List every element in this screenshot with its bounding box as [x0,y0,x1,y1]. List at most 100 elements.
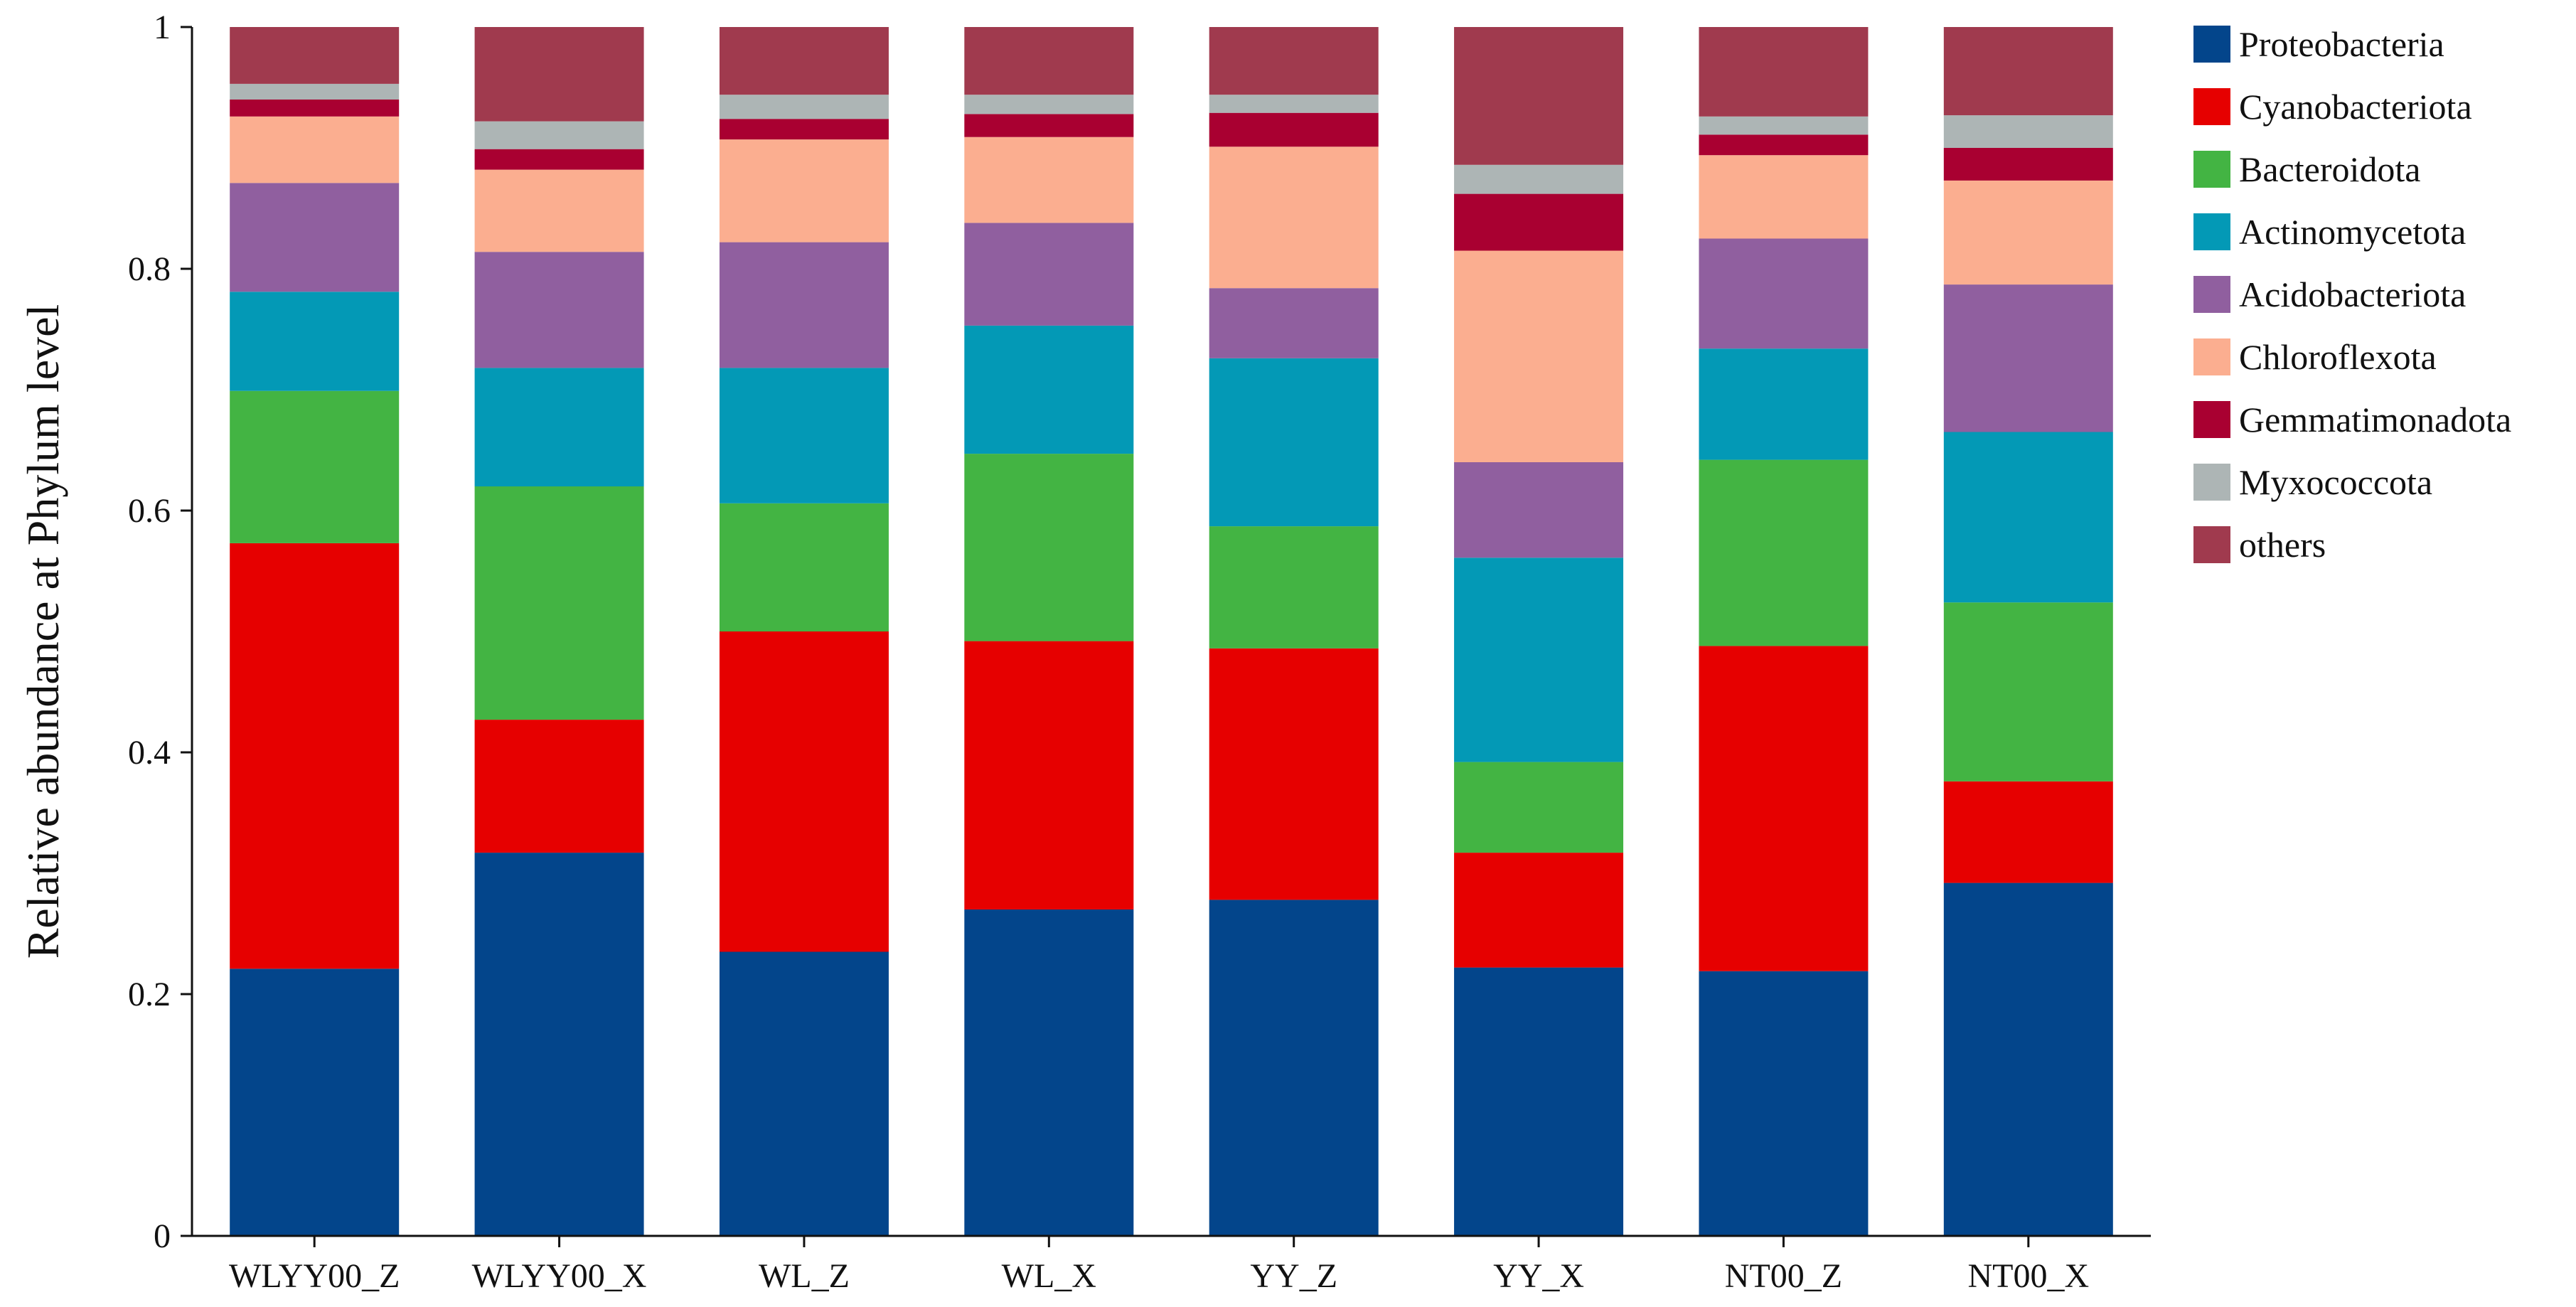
legend-item-4: Acidobacteriota [2193,274,2466,314]
legend-item-7: Myxococcota [2193,462,2432,502]
x-tick-label-1: WLYY00_X [472,1257,647,1295]
bar-segment-5-5 [1454,250,1624,462]
bar-segment-6-5 [1699,155,1869,239]
legend-label-0: Proteobacteria [2239,24,2444,64]
bar-segment-2-4 [719,242,889,368]
bar-segment-3-5 [964,137,1134,223]
bar-segment-3-3 [964,325,1134,454]
bar-segment-3-2 [964,454,1134,641]
bar-segment-0-0 [230,969,400,1236]
bar-segment-4-7 [1209,95,1379,113]
bar-segment-6-6 [1699,134,1869,156]
y-tick-label-0: 0 [154,1217,171,1255]
bar-stack-5 [1454,27,1624,1236]
bar-stack-0 [230,27,400,1236]
x-tick-label-3: WL_X [1002,1257,1096,1295]
legend-item-1: Cyanobacteriota [2193,87,2472,127]
bar-stack-2 [719,27,889,1236]
bar-segment-3-8 [964,27,1134,95]
bar-segment-2-8 [719,27,889,95]
bar-stack-1 [474,27,644,1236]
bar-segment-2-7 [719,95,889,119]
bar-segment-1-2 [474,486,644,720]
bar-segment-1-1 [474,720,644,853]
bar-segment-3-4 [964,223,1134,326]
bar-segment-6-1 [1699,646,1869,971]
legend-label-4: Acidobacteriota [2239,274,2466,314]
bar-segment-4-6 [1209,112,1379,147]
legend-swatch-5 [2193,338,2230,375]
bar-segment-0-3 [230,292,400,391]
bar-segment-0-8 [230,27,400,84]
legend-label-8: others [2239,525,2326,565]
bar-segment-1-4 [474,252,644,368]
bars-layer [230,27,2113,1236]
bar-segment-1-6 [474,149,644,170]
bar-segment-0-5 [230,116,400,183]
bar-segment-3-0 [964,909,1134,1236]
x-tick-label-2: WL_Z [759,1257,850,1295]
legend-label-6: Gemmatimonadota [2239,400,2511,439]
bar-segment-2-1 [719,631,889,952]
y-tick-label-2: 0.4 [128,734,171,772]
bar-segment-3-6 [964,114,1134,137]
bar-segment-4-0 [1209,900,1379,1236]
bar-segment-7-8 [1943,27,2113,116]
bar-segment-5-8 [1454,27,1624,165]
x-tick-label-6: NT00_Z [1725,1257,1842,1295]
bar-segment-6-7 [1699,116,1869,135]
bar-stack-4 [1209,27,1379,1236]
bar-segment-4-8 [1209,27,1379,95]
bar-segment-5-7 [1454,164,1624,194]
legend-swatch-8 [2193,526,2230,563]
x-tick-label-4: YY_Z [1250,1257,1337,1295]
legend-swatch-6 [2193,401,2230,438]
x-tick-label-7: NT00_X [1967,1257,2089,1295]
legend-swatch-2 [2193,151,2230,188]
y-tick-label-4: 0.8 [128,250,171,288]
bar-segment-0-7 [230,83,400,100]
x-ticks: WLYY00_Z WLYY00_X WL_Z WL_X YY_Z YY_X NT00_Z NT… [229,1236,2089,1295]
bar-segment-4-2 [1209,526,1379,649]
legend-item-8: others [2193,525,2326,565]
bar-segment-2-3 [719,368,889,503]
legend-swatch-3 [2193,213,2230,250]
bar-segment-4-5 [1209,146,1379,289]
legend-swatch-1 [2193,88,2230,125]
bar-segment-6-3 [1699,348,1869,460]
bar-segment-1-8 [474,27,644,122]
bar-segment-0-1 [230,543,400,969]
y-tick-label-1: 0.2 [128,976,171,1013]
legend-label-7: Myxococcota [2239,462,2432,502]
legend-label-3: Actinomycetota [2239,212,2466,252]
bar-segment-7-6 [1943,148,2113,181]
bar-segment-2-6 [719,119,889,140]
y-tick-label-3: 0.6 [128,492,171,530]
legend-swatch-7 [2193,464,2230,501]
bar-segment-1-5 [474,169,644,252]
bar-segment-2-5 [719,139,889,242]
legend-swatch-4 [2193,276,2230,313]
bar-segment-2-0 [719,951,889,1236]
legend-item-5: Chloroflexota [2193,337,2437,377]
bar-segment-7-3 [1943,432,2113,603]
legend-item-2: Bacteroidota [2193,149,2420,189]
bar-segment-6-8 [1699,27,1869,117]
bar-segment-4-4 [1209,288,1379,358]
bar-segment-5-0 [1454,967,1624,1236]
bar-segment-3-7 [964,95,1134,114]
bar-segment-3-1 [964,641,1134,909]
bar-segment-5-6 [1454,193,1624,251]
axes-layer [191,27,2151,1237]
bar-segment-7-5 [1943,180,2113,285]
bar-segment-5-2 [1454,762,1624,853]
bar-segment-0-2 [230,390,400,543]
bar-segment-2-2 [719,503,889,631]
bar-segment-5-4 [1454,462,1624,558]
legend-item-0: Proteobacteria [2193,24,2444,64]
x-tick-label-5: YY_X [1493,1257,1584,1295]
bar-segment-0-6 [230,100,400,117]
bar-segment-5-1 [1454,853,1624,968]
